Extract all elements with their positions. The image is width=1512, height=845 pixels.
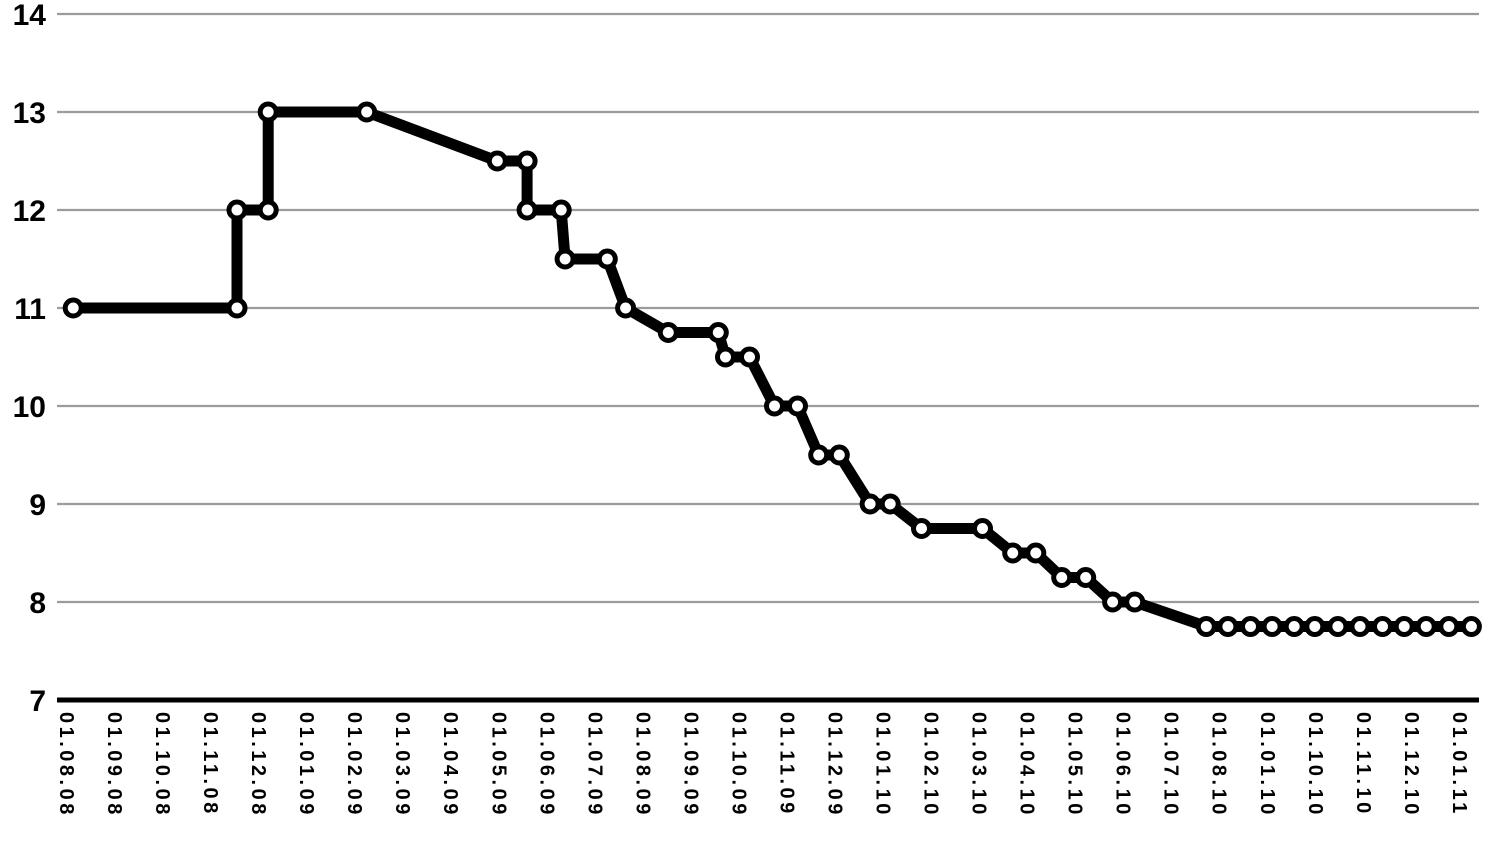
data-point-marker — [1438, 616, 1460, 637]
y-tick-label: 8 — [29, 587, 46, 620]
data-point-marker — [911, 518, 932, 539]
data-point-marker — [1075, 567, 1097, 588]
data-point-marker — [715, 346, 736, 368]
data-point-marker — [596, 248, 618, 270]
y-axis-tick-labels: 7 8 9 10 11 12 13 14 — [13, 0, 47, 718]
data-point-marker — [615, 297, 637, 319]
data-point-marker — [257, 199, 279, 221]
data-point-marker — [1283, 616, 1305, 637]
x-tick-label: 01.06.09 — [535, 712, 557, 818]
data-point-marker — [1304, 616, 1326, 637]
data-point-marker — [1102, 591, 1124, 613]
data-point-marker — [1327, 616, 1349, 637]
data-point-marker — [516, 199, 538, 221]
x-tick-label: 01.12.10 — [1400, 712, 1422, 818]
x-tick-label: 01.09.08 — [103, 712, 125, 818]
x-tick-label: 01.08.10 — [1208, 712, 1230, 818]
y-tick-label: 9 — [29, 489, 46, 522]
data-point-marker — [1195, 616, 1217, 637]
x-tick-label: 01.01.09 — [295, 712, 317, 818]
data-point-marker — [1124, 591, 1146, 613]
x-tick-label: 01.12.09 — [824, 712, 846, 818]
x-tick-label: 01.12.08 — [247, 712, 269, 818]
data-point-marker — [550, 199, 572, 221]
data-point-marker — [828, 444, 850, 466]
x-tick-label: 01.08.09 — [631, 712, 653, 818]
data-point-marker — [1393, 616, 1415, 637]
data-point-marker — [554, 248, 576, 270]
data-point-marker — [1460, 616, 1482, 637]
data-point-marker — [657, 322, 679, 343]
data-point-marker — [808, 444, 830, 466]
data-point-marker — [1415, 616, 1437, 637]
x-tick-label: 01.11.08 — [199, 712, 221, 817]
x-tick-label: 01.01.10 — [872, 712, 894, 818]
data-point-marker — [356, 101, 378, 123]
data-point-markers — [62, 101, 1482, 637]
y-tick-label: 12 — [13, 195, 46, 228]
x-tick-label: 01.10.10 — [1304, 712, 1326, 818]
x-tick-label: 01.11.09 — [776, 712, 798, 817]
data-point-marker — [739, 346, 760, 368]
y-tick-label: 10 — [13, 391, 46, 424]
x-tick-label: 01.03.10 — [968, 712, 990, 818]
x-tick-label: 01.09.09 — [679, 712, 701, 818]
y-tick-label: 7 — [29, 685, 46, 718]
data-point-marker — [486, 150, 508, 172]
data-point-marker — [62, 297, 84, 319]
data-point-marker — [1051, 567, 1073, 588]
data-point-marker — [1240, 616, 1261, 637]
x-tick-label: 01.11.10 — [1352, 712, 1374, 817]
data-point-marker — [1261, 616, 1283, 637]
data-point-marker — [226, 199, 248, 221]
data-point-marker — [859, 493, 881, 515]
data-point-marker — [787, 395, 808, 417]
x-tick-label: 01.04.09 — [439, 712, 461, 818]
series-line — [73, 106, 1472, 632]
data-point-marker — [764, 395, 785, 417]
x-tick-label: 01.01.11 — [1448, 712, 1470, 817]
data-point-marker — [1372, 616, 1393, 637]
y-tick-label: 14 — [13, 0, 47, 32]
y-tick-label: 13 — [13, 97, 46, 130]
x-tick-label: 01.02.10 — [920, 712, 942, 818]
x-tick-label: 01.05.09 — [487, 712, 509, 818]
x-tick-label: 01.01.10 — [1256, 712, 1278, 818]
data-series-line — [73, 106, 1472, 632]
x-tick-label: 01.08.08 — [55, 712, 77, 818]
x-tick-label: 01.10.08 — [151, 712, 173, 818]
x-tick-label: 01.03.09 — [391, 712, 413, 818]
data-point-marker — [226, 297, 248, 319]
x-tick-label: 01.07.10 — [1160, 712, 1182, 818]
x-tick-label: 01.07.09 — [583, 712, 605, 818]
data-point-marker — [972, 518, 993, 539]
y-tick-label: 11 — [14, 293, 46, 326]
data-point-marker — [707, 322, 729, 343]
x-tick-label: 01.05.10 — [1064, 712, 1086, 818]
x-axis-tick-labels: 01.08.08 01.09.08 01.10.08 01.11.08 01.12.08… — [55, 712, 1470, 818]
data-point-marker — [1349, 616, 1371, 637]
x-tick-label: 01.06.10 — [1112, 712, 1134, 818]
data-point-marker — [1217, 616, 1239, 637]
data-point-marker — [257, 101, 279, 123]
x-tick-label: 01.02.09 — [343, 712, 365, 818]
x-tick-label: 01.10.09 — [727, 712, 749, 818]
data-point-marker — [1002, 542, 1024, 564]
data-point-marker — [516, 150, 538, 172]
data-point-marker — [879, 493, 901, 515]
x-tick-label: 01.04.10 — [1016, 712, 1038, 818]
data-point-marker — [1025, 542, 1047, 564]
